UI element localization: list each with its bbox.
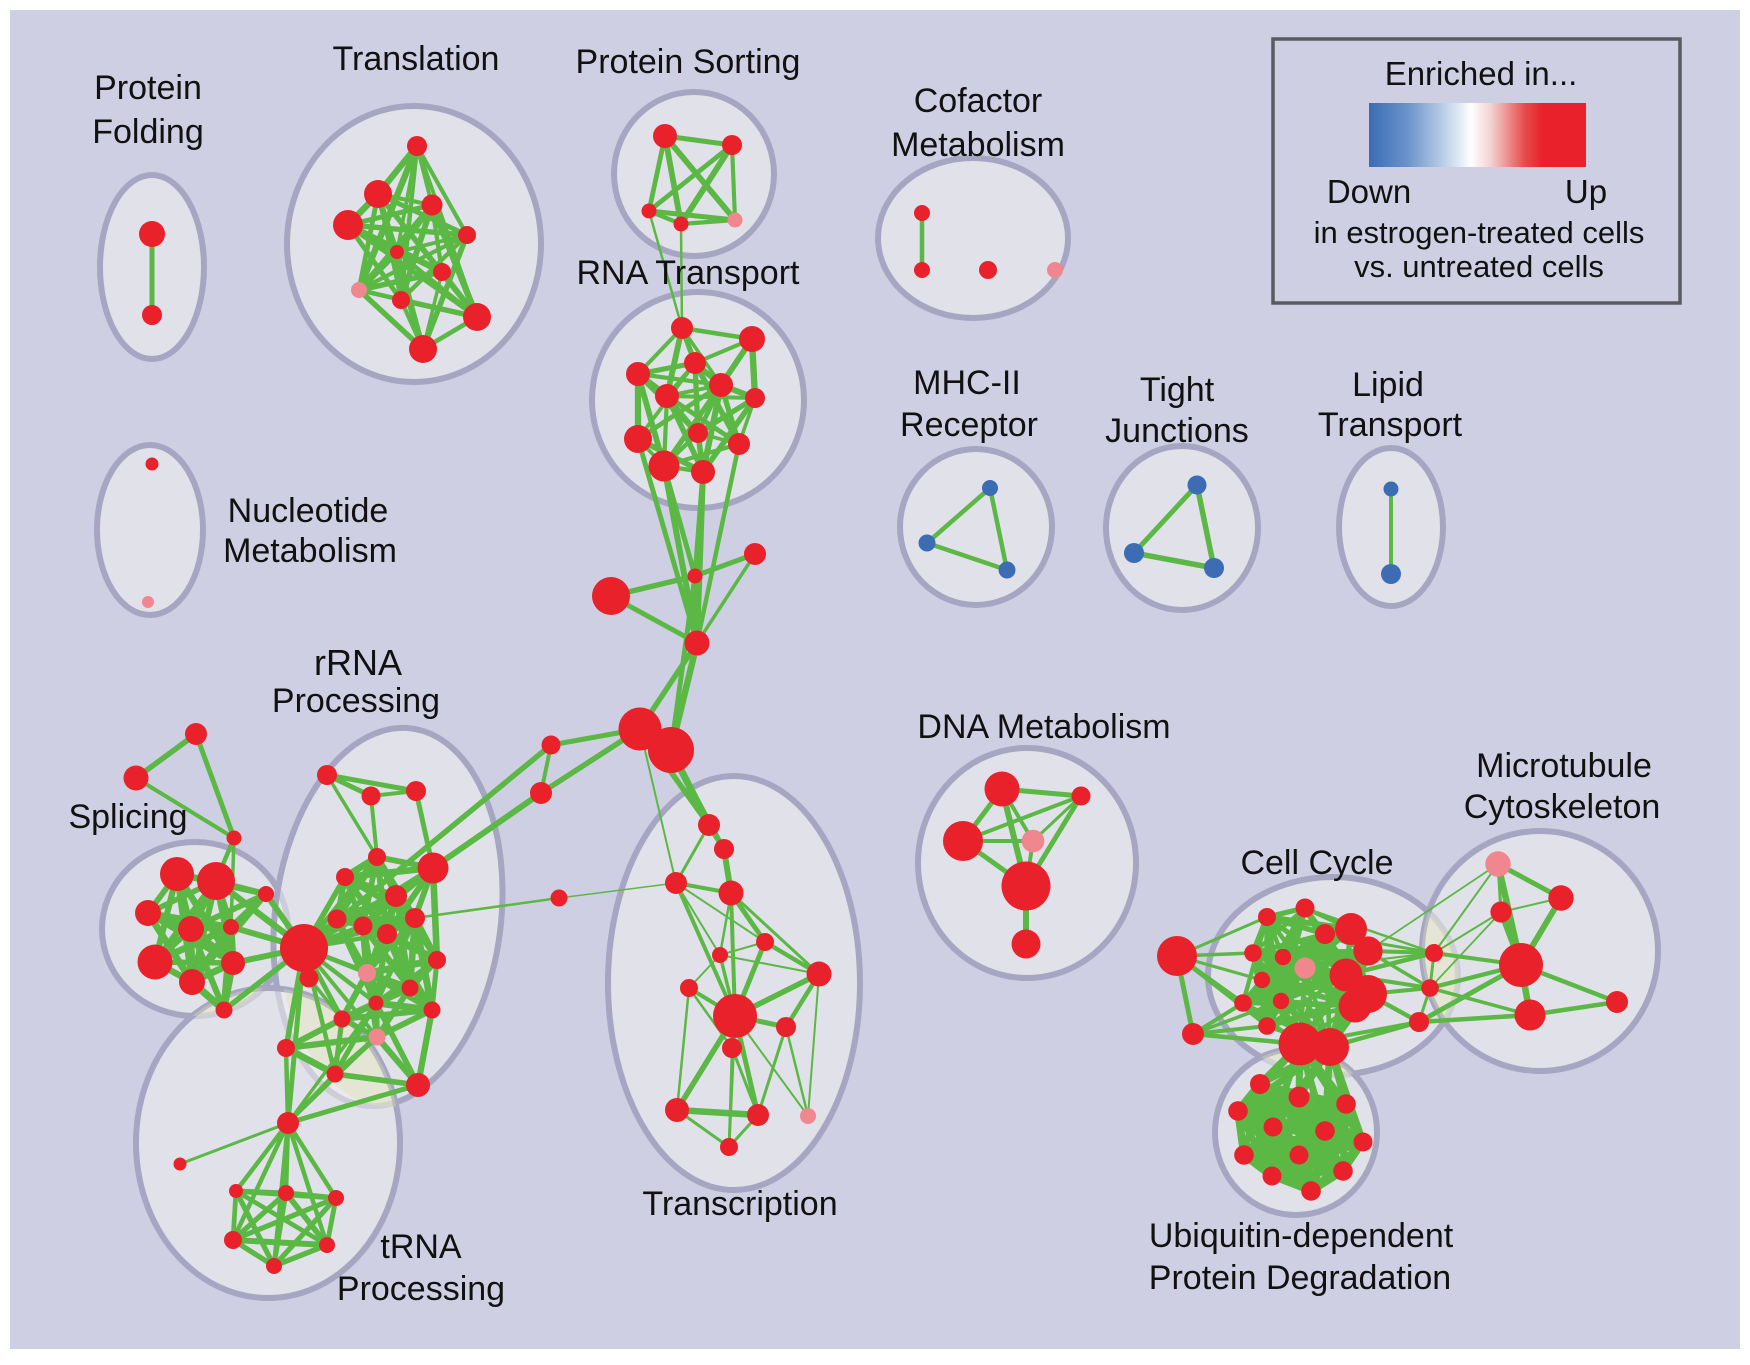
- svg-text:Processing: Processing: [337, 1270, 505, 1308]
- svg-text:Translation: Translation: [333, 40, 500, 78]
- svg-text:vs. untreated cells: vs. untreated cells: [1354, 249, 1604, 284]
- svg-text:Up: Up: [1565, 173, 1607, 210]
- svg-text:Splicing: Splicing: [68, 798, 187, 836]
- svg-text:Metabolism: Metabolism: [223, 532, 397, 570]
- svg-text:DNA Metabolism: DNA Metabolism: [917, 708, 1170, 746]
- svg-text:Metabolism: Metabolism: [891, 126, 1065, 164]
- svg-text:Cofactor: Cofactor: [914, 82, 1043, 120]
- svg-text:Enriched in...: Enriched in...: [1385, 55, 1578, 92]
- svg-text:Microtubule: Microtubule: [1476, 747, 1652, 785]
- svg-text:Lipid: Lipid: [1352, 366, 1424, 404]
- svg-text:Protein Degradation: Protein Degradation: [1149, 1259, 1451, 1297]
- svg-text:rRNA: rRNA: [314, 642, 402, 683]
- svg-text:Down: Down: [1327, 173, 1411, 210]
- svg-text:tRNA: tRNA: [380, 1228, 462, 1266]
- svg-text:Processing: Processing: [272, 682, 440, 720]
- svg-text:Cell Cycle: Cell Cycle: [1240, 844, 1393, 882]
- svg-text:Protein Sorting: Protein Sorting: [576, 43, 801, 81]
- svg-text:Nucleotide: Nucleotide: [228, 492, 389, 530]
- svg-text:Transcription: Transcription: [642, 1185, 837, 1223]
- svg-text:MHC-II: MHC-II: [913, 364, 1021, 402]
- svg-text:Folding: Folding: [92, 113, 204, 151]
- svg-text:RNA Transport: RNA Transport: [577, 254, 801, 292]
- svg-text:Junctions: Junctions: [1105, 412, 1249, 450]
- svg-text:Receptor: Receptor: [900, 406, 1038, 444]
- svg-text:Ubiquitin-dependent: Ubiquitin-dependent: [1149, 1217, 1454, 1255]
- svg-text:Transport: Transport: [1318, 406, 1463, 444]
- svg-text:Cytoskeleton: Cytoskeleton: [1464, 788, 1661, 826]
- svg-text:Tight: Tight: [1140, 371, 1215, 409]
- svg-text:in estrogen-treated cells: in estrogen-treated cells: [1314, 215, 1645, 250]
- svg-text:Protein: Protein: [94, 69, 202, 107]
